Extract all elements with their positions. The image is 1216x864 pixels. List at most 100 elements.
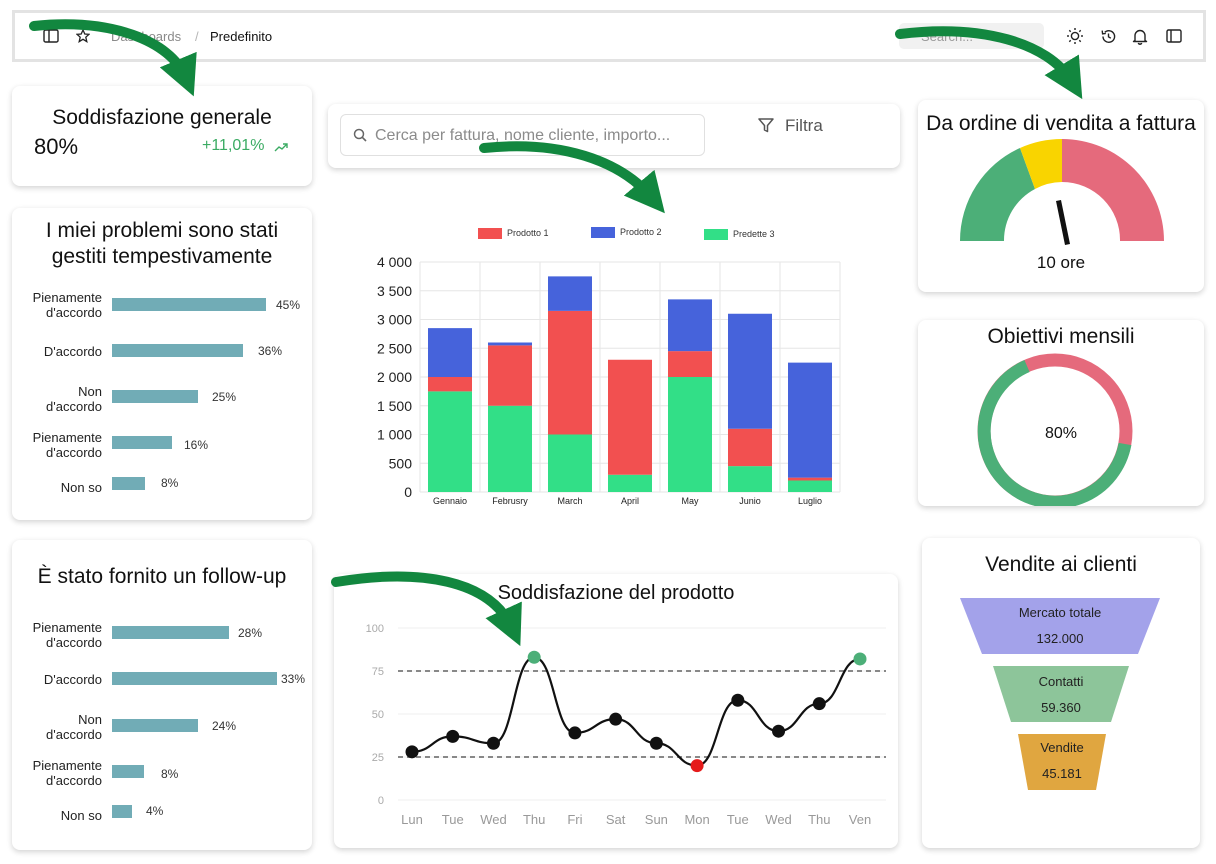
top-bar: Dashboards / Predefinito Search... xyxy=(12,10,1206,62)
row-label-2: d'accordo xyxy=(46,727,102,742)
bar-fill xyxy=(112,672,277,685)
data-point xyxy=(812,697,826,711)
bar-segment xyxy=(428,391,472,492)
data-point xyxy=(853,652,867,666)
filter-icon xyxy=(758,118,774,138)
followup-card: È stato fornito un follow-up Pienamente d… xyxy=(12,540,312,850)
panel-toggle-icon[interactable] xyxy=(1164,26,1184,46)
x-tick-label: Fri xyxy=(567,812,582,827)
breadcrumb-current: Predefinito xyxy=(210,29,273,44)
y-tick-label: 4 000 xyxy=(377,254,412,270)
gauge-needle xyxy=(1056,200,1070,245)
invoice-search-input[interactable]: Cerca per fattura, nome cliente, importo… xyxy=(340,114,705,156)
bar-segment xyxy=(608,359,652,475)
line-chart-plot: 0 25 50 75 100 Lun Tue Wed Thu Fri Sat Sun Mon Tue Wed… xyxy=(366,623,886,827)
funnel-stage-value: 132.000 xyxy=(1036,631,1084,646)
data-point xyxy=(568,726,582,740)
funnel-stage-name: Vendite xyxy=(1040,740,1084,755)
bar-segment xyxy=(608,474,652,492)
bar-percent: 24% xyxy=(212,719,237,733)
funnel-stage-name: Mercato totale xyxy=(1018,605,1102,620)
x-tick-label: Sun xyxy=(645,812,668,827)
kpi-title: Soddisfazione generale xyxy=(52,106,272,129)
bar-chart-plot: 0 500 1 000 1 500 2 000 2 500 3 000 3 500 4 000 G… xyxy=(377,254,841,506)
sun-icon[interactable] xyxy=(1065,26,1085,46)
trend-up-icon xyxy=(274,140,288,158)
funnel-stage-value: 59.360 xyxy=(1041,700,1081,715)
bar-segment xyxy=(668,351,712,377)
x-tick-label: Junio xyxy=(739,496,761,506)
data-point xyxy=(609,712,623,726)
bar-percent: 8% xyxy=(161,476,179,490)
x-tick-label: Luglio xyxy=(798,496,822,506)
bar-segment xyxy=(788,480,832,492)
data-point xyxy=(731,693,745,707)
donut-progress-arc xyxy=(977,360,1132,506)
row-label: Pienamente xyxy=(32,290,102,305)
breadcrumb-dashboards[interactable]: Dashboards xyxy=(111,29,182,44)
bar-segment xyxy=(428,328,472,377)
data-point xyxy=(405,745,419,759)
legend-swatch-prod3 xyxy=(704,229,728,240)
legend-label-prod2: Prodotto 2 xyxy=(620,227,662,237)
bar-fill xyxy=(112,390,198,403)
problems-handled-card: I miei problemi sono stati gestiti tempe… xyxy=(12,208,312,520)
bar-segment xyxy=(668,299,712,352)
data-point xyxy=(690,759,704,773)
filter-label: Filtra xyxy=(785,116,823,135)
x-tick-label: Wed xyxy=(765,812,792,827)
y-tick-label: 25 xyxy=(372,752,384,764)
row-label-2: d'accordo xyxy=(46,445,102,460)
bar-segment xyxy=(488,405,532,492)
bar-segment xyxy=(488,345,532,406)
gauge-segment-red xyxy=(1062,139,1164,241)
y-tick-label: 1 500 xyxy=(377,398,412,414)
row-label: Pienamente xyxy=(32,758,102,773)
bell-icon[interactable] xyxy=(1130,26,1150,46)
x-tick-label: Thu xyxy=(808,812,830,827)
x-tick-label: Lun xyxy=(401,812,423,827)
bar-percent: 36% xyxy=(258,344,283,358)
x-tick-label: Mon xyxy=(684,812,709,827)
history-icon[interactable] xyxy=(1098,26,1118,46)
sidebar-toggle-icon[interactable] xyxy=(41,26,61,46)
funnel-title: Vendite ai clienti xyxy=(985,553,1137,576)
gauge-chart xyxy=(960,138,1164,245)
bar-percent: 33% xyxy=(281,672,306,686)
x-tick-label: May xyxy=(681,496,699,506)
bar-segment xyxy=(548,434,592,492)
star-icon[interactable] xyxy=(73,26,93,46)
x-tick-label: Thu xyxy=(523,812,545,827)
funnel-stage-sales xyxy=(1018,734,1106,790)
kpi-delta: +11,01% xyxy=(202,137,265,154)
x-tick-label: Tue xyxy=(727,812,749,827)
bar-segment xyxy=(488,342,532,346)
x-tick-label: March xyxy=(557,496,582,506)
data-point xyxy=(446,729,460,743)
problems-title-line1: I miei problemi sono stati xyxy=(45,219,279,242)
problems-title-line2: gestiti tempestivamente xyxy=(51,245,273,268)
funnel-chart xyxy=(960,598,1160,790)
legend-swatch-prod2 xyxy=(591,227,615,238)
x-tick-label: Februsry xyxy=(492,496,528,506)
funnel-stage-name: Contatti xyxy=(1038,674,1084,689)
y-tick-label: 100 xyxy=(366,623,384,635)
bar-percent: 4% xyxy=(146,804,164,818)
bar-segment xyxy=(668,377,712,492)
gauge-segment-green xyxy=(960,148,1035,241)
bar-fill xyxy=(112,344,243,357)
order-to-invoice-card: Da ordine di vendita a fattura 10 ore xyxy=(918,100,1204,292)
row-label: Pienamente xyxy=(32,620,102,635)
bar-fill xyxy=(112,805,132,818)
bar-segment xyxy=(428,377,472,392)
bar-segment xyxy=(548,276,592,311)
stacked-bar-chart: Prodotto 1 Prodotto 2 Predette 3 0 500 1 0… xyxy=(340,218,860,518)
search-icon xyxy=(353,128,367,147)
row-label: D'accordo xyxy=(43,672,102,687)
bar-fill xyxy=(112,765,144,778)
funnel-stage-contacts xyxy=(993,666,1129,722)
row-label: D'accordo xyxy=(43,344,102,359)
search-filter-card: Cerca per fattura, nome cliente, importo… xyxy=(328,104,900,168)
top-search-input[interactable]: Search... xyxy=(899,23,1044,49)
bar-segment xyxy=(788,362,832,478)
